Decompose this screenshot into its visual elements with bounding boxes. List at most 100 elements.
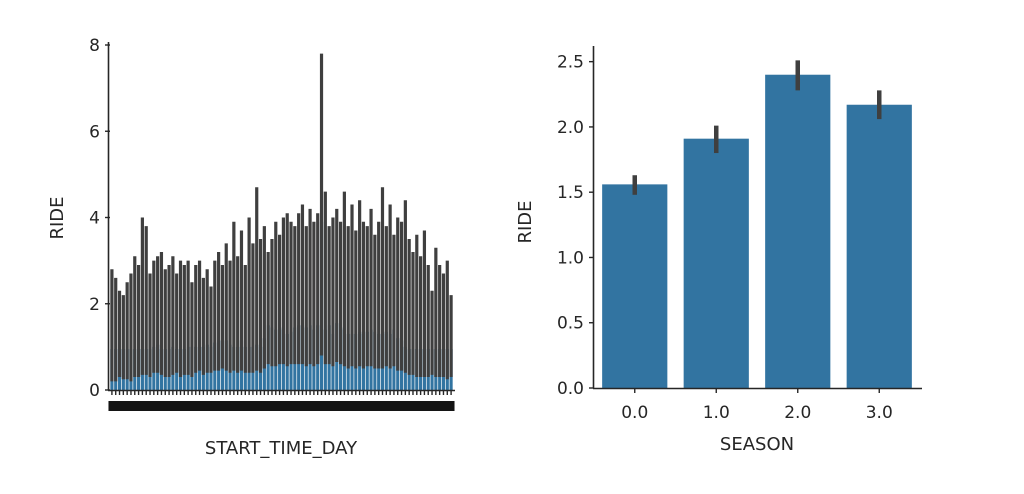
x-tick-label-41 [260,401,268,411]
x-tick-label-72 [379,401,386,411]
left-y-axis-label: RIDE [47,196,68,239]
x-tick-label-17 [169,401,177,411]
x-tick-label-30 [219,401,226,411]
y-tick-label: 1.5 [557,183,584,203]
x-tick-label-63 [344,401,352,411]
x-tick-label-83 [420,401,428,411]
x-tick-label-70 [371,401,379,411]
y-tick-label: 8 [89,36,100,56]
y-tick-label: 1.0 [557,248,584,268]
y-tick-label: 6 [89,122,100,142]
season-error-bars [632,60,882,195]
x-tick-label-34 [234,401,242,411]
x-tick-label-4 [119,401,127,411]
x-tick-label-80 [409,401,417,411]
x-tick-label-79 [405,401,413,411]
x-tick-label-52 [302,401,310,411]
bar-3.0 [846,104,912,389]
x-tick-label-58 [325,401,333,411]
x-tick-label-32 [226,401,234,411]
x-tick-label-69 [367,401,375,411]
x-tick-label-66 [356,401,364,411]
x-tick-label-36 [241,401,249,411]
right-x-axis-label: SEASON [720,434,794,455]
x-tick-label-9 [138,401,146,411]
x-tick-label-75 [390,401,398,411]
x-tick-label-10 [142,401,150,411]
x-tick-label-26 [203,401,211,411]
x-tick-label-59 [329,401,337,411]
x-tick-label-27 [207,401,215,411]
x-tick-label-53 [306,401,314,411]
x-tick-label-61 [337,401,344,411]
bar-1.0 [683,138,749,388]
x-tick-label-6 [127,401,135,411]
x-tick-label-56 [318,401,325,411]
x-tick-label-43 [268,401,276,411]
start-time-day-chart: 0 2 4 6 8 START_TIME_DAY RIDE [47,36,455,459]
x-tick-label-44 [272,401,280,411]
y-tick-label: 2 [89,295,100,315]
x-tick-label-22 [188,401,196,411]
x-tick-label-64 [348,401,356,411]
x-tick-label-77 [398,401,405,411]
x-tick-label-65 [352,401,360,411]
x-tick-label-5 [123,401,131,411]
x-tick-label-86 [432,401,440,411]
x-tick-label-73 [382,401,390,411]
x-tick-label-40 [257,401,264,411]
x-tick-label-45 [276,401,284,411]
x-tick-label-11 [146,401,154,411]
bar-2.0 [765,74,831,388]
x-tick-label-20 [180,401,188,411]
x-tick-label-74 [386,401,394,411]
x-tick-label-31 [222,401,230,411]
x-tick-label-1 [108,401,116,411]
x-tick-label-25 [199,401,207,411]
x-tick-label-67 [360,401,367,411]
start-time-day-y-ticks: 0 2 4 6 8 [89,36,110,401]
right-y-axis-label: RIDE [515,200,536,243]
x-tick-label-19 [177,401,184,411]
x-tick-label-2.0: 2.0 [784,403,811,423]
x-tick-label-16 [165,401,173,411]
x-tick-label-38 [249,401,257,411]
x-tick-label-28 [211,401,219,411]
x-tick-label-0.0: 0.0 [621,403,648,423]
season-bars [602,74,912,389]
x-tick-label-3.0: 3.0 [866,403,893,423]
y-tick-label: 2.5 [557,53,584,73]
x-tick-label-85 [428,401,436,411]
x-tick-label-21 [184,401,192,411]
x-tick-label-54 [310,401,318,411]
x-tick-label-18 [173,401,181,411]
x-tick-label-37 [245,401,253,411]
x-tick-label-39 [253,401,261,411]
x-tick-label-84 [424,401,432,411]
left-x-axis-label: START_TIME_DAY [205,438,358,459]
x-tick-label-8 [135,401,143,411]
season-y-ticks: 0.0 0.5 1.0 1.5 2.0 2.5 [557,53,594,399]
x-tick-label-48 [287,401,295,411]
x-tick-label-46 [279,401,287,411]
x-tick-label-33 [230,401,238,411]
x-tick-label-14 [158,401,165,411]
x-tick-label-2 [112,401,120,411]
x-tick-label-13 [154,401,162,411]
season-x-ticks: 0.0 1.0 2.0 3.0 [621,388,893,423]
y-tick-label: 0.0 [557,379,584,399]
x-tick-label-89 [443,401,451,411]
x-tick-label-82 [417,401,425,411]
x-tick-label-7 [131,401,139,411]
x-tick-label-47 [283,401,291,411]
x-tick-label-49 [291,401,299,411]
x-tick-label-15 [161,401,169,411]
x-tick-label-3 [116,401,123,411]
x-tick-label-71 [375,401,383,411]
x-tick-label-12 [150,401,158,411]
x-tick-label-23 [192,401,200,411]
x-tick-label-24 [196,401,203,411]
x-tick-label-57 [321,401,329,411]
x-tick-label-55 [314,401,322,411]
